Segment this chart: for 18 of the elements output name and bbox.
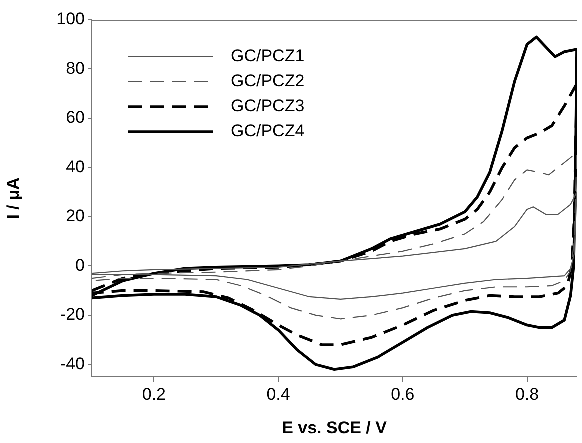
y-axis-title: I / μA <box>4 178 23 220</box>
y-tick-label: 60 <box>66 108 85 128</box>
y-tick-label: -40 <box>60 354 85 374</box>
y-tick-label: 80 <box>66 58 85 78</box>
x-tick-label: 0.4 <box>266 384 290 404</box>
y-tick-label: 0 <box>76 256 85 275</box>
x-tick-label: 0.6 <box>391 384 415 404</box>
x-tick-label: 0.8 <box>515 384 540 404</box>
x-tick-label: 0.2 <box>142 384 166 404</box>
legend-label: GC/PCZ1 <box>231 46 305 66</box>
y-tick-label: 40 <box>66 157 85 176</box>
legend-label: GC/PCZ2 <box>231 72 305 91</box>
legend-label: GC/PCZ3 <box>231 96 305 116</box>
y-tick-label: 20 <box>66 206 85 226</box>
y-tick-label: 100 <box>56 10 85 29</box>
legend-label: GC/PCZ4 <box>231 122 305 141</box>
x-axis-title: E vs. SCE / V <box>282 418 388 438</box>
y-tick-label: -20 <box>60 305 85 324</box>
